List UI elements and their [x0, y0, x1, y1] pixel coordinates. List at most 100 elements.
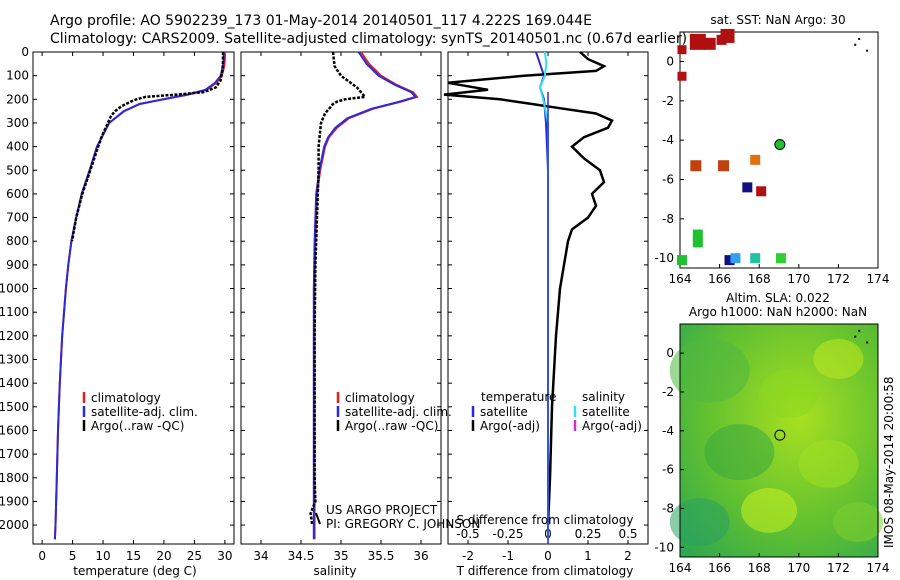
map-y-tick-label: -4	[662, 424, 674, 438]
map-x-tick-label: 170	[787, 561, 810, 575]
sst-point	[756, 186, 767, 197]
map-x-tick-label: 164	[669, 272, 692, 286]
map-frame	[679, 323, 879, 558]
temp-legend-label: climatology	[91, 391, 161, 405]
map-y-tick-label: 0	[666, 55, 674, 69]
sst-point	[703, 37, 716, 50]
coast-speck	[858, 329, 861, 332]
sla-blob	[669, 338, 750, 403]
map-x-tick-label: 164	[669, 561, 692, 575]
x-tick-label: -2	[462, 549, 474, 563]
sla-title: Altim. SLA: 0.022	[726, 291, 830, 305]
salinity-panel: 34 34.5 35 35.5 36 climatologysatellite-adj. …	[240, 51, 452, 563]
map-x-tick-label: 172	[827, 561, 850, 575]
map-y-tick-label: -2	[662, 94, 674, 108]
sst-point	[724, 255, 735, 266]
pi-line1: US ARGO PROJECT	[326, 503, 438, 517]
salinity-diff-tick-label: 0.5	[618, 527, 637, 541]
map-y-tick-label: -2	[662, 385, 674, 399]
coast-speck	[854, 43, 857, 46]
argo-position-marker	[774, 429, 786, 441]
x-tick-label: 15	[126, 549, 141, 563]
map-frame	[679, 31, 879, 269]
y-tick-label: 1900	[0, 494, 29, 508]
series-climatology	[313, 51, 419, 540]
sst-point	[750, 154, 761, 165]
x-tick-label: 36	[413, 549, 428, 563]
x-tick-label: 2	[624, 549, 632, 563]
x-tick-label: 5	[69, 549, 77, 563]
panel-frame	[32, 51, 235, 545]
x-tick-label: 34.5	[288, 549, 315, 563]
y-tick-label: 1400	[0, 376, 29, 390]
header-line1: Argo profile: AO 5902239_173 01-May-2014…	[50, 13, 592, 29]
argo-deep-marker	[315, 512, 321, 525]
series-satellite-adj-clim-	[53, 52, 225, 540]
y-tick-label: 100	[6, 69, 29, 83]
y-tick-label: 1600	[0, 423, 29, 437]
difference-panel: -2-1012-0.5-0.2500.250.5temperaturesatel…	[443, 51, 649, 563]
sla-blob	[798, 439, 859, 488]
x-tick-label: 0	[38, 549, 46, 563]
coast-speck	[866, 49, 869, 52]
sal-legend-label: satellite-adj. clim.	[345, 405, 452, 419]
sla-blob	[704, 424, 775, 481]
sst-point	[690, 160, 702, 172]
y-tick-label: 1200	[0, 329, 29, 343]
coast-speck	[866, 341, 869, 344]
series-temperature-satellite	[535, 51, 549, 540]
diff-legend-title: temperature	[481, 390, 556, 404]
x-tick-label: 34	[253, 549, 268, 563]
y-tick-label: 600	[6, 187, 29, 201]
x-tick-label: 20	[156, 549, 171, 563]
sst-point	[689, 33, 706, 50]
map-y-tick-label: -10	[654, 251, 674, 265]
side-label: IMOS 08-May-2014 20:00:58	[882, 376, 896, 548]
coast-speck	[854, 335, 857, 338]
y-tick-label: 1000	[0, 282, 29, 296]
sst-point	[692, 229, 703, 240]
sst-point	[677, 45, 687, 55]
y-tick-label: 300	[6, 116, 29, 130]
sst-point	[742, 182, 753, 193]
map-x-tick-label: 168	[748, 561, 771, 575]
sst-point	[692, 237, 703, 248]
sst-title: sat. SST: NaN Argo: 30	[710, 13, 845, 27]
coast-speck	[858, 37, 861, 40]
salinity-diff-tick-label: -0.25	[492, 527, 523, 541]
y-tick-label: 700	[6, 211, 29, 225]
series-satellite-adj-clim-	[312, 51, 418, 540]
y-tick-label: 800	[6, 234, 29, 248]
y-tick-label: 0	[21, 45, 29, 59]
argo-position-marker	[774, 139, 786, 151]
y-tick-label: 500	[6, 163, 29, 177]
y-tick-label: 400	[6, 140, 29, 154]
sla-blob	[669, 498, 730, 547]
salinity-diff-tick-label: 0.25	[575, 527, 602, 541]
sst-map-panel: 164 166 168 170 172 174 0 -2 -4 -6 -8 -10	[654, 28, 889, 286]
sst-point	[730, 253, 741, 264]
y-tick-label: 1500	[0, 400, 29, 414]
sal-xlabel: salinity	[313, 564, 356, 578]
sst-point	[750, 253, 761, 264]
y-tick-label: 2000	[0, 518, 29, 532]
map-x-tick-label: 174	[867, 561, 890, 575]
diff-temp-legend-label: satellite	[480, 405, 528, 419]
sla-blob	[758, 369, 819, 418]
header-line2: Climatology: CARS2009. Satellite-adjuste…	[50, 31, 687, 47]
x-tick-label: -1	[502, 549, 514, 563]
salinity-diff-tick-label: -0.5	[456, 527, 479, 541]
map-x-tick-label: 166	[708, 272, 731, 286]
series-argo-raw-qc-	[309, 51, 368, 526]
sal-legend-label: climatology	[345, 391, 415, 405]
pi-line2: PI: GREGORY C. JOHNSON	[326, 517, 480, 531]
diff-temp-legend-label: Argo(-adj)	[480, 419, 540, 433]
sla-map-panel: 164 166 168 170 172 174 0 -2 -4 -6 -8 -10	[654, 323, 890, 575]
map-y-tick-label: 0	[666, 346, 674, 360]
map-y-tick-label: -6	[662, 463, 674, 477]
temp-legend-label: satellite-adj. clim.	[91, 405, 198, 419]
map-y-tick-label: -8	[662, 501, 674, 515]
x-tick-label: 25	[187, 549, 202, 563]
map-y-tick-label: -6	[662, 173, 674, 187]
